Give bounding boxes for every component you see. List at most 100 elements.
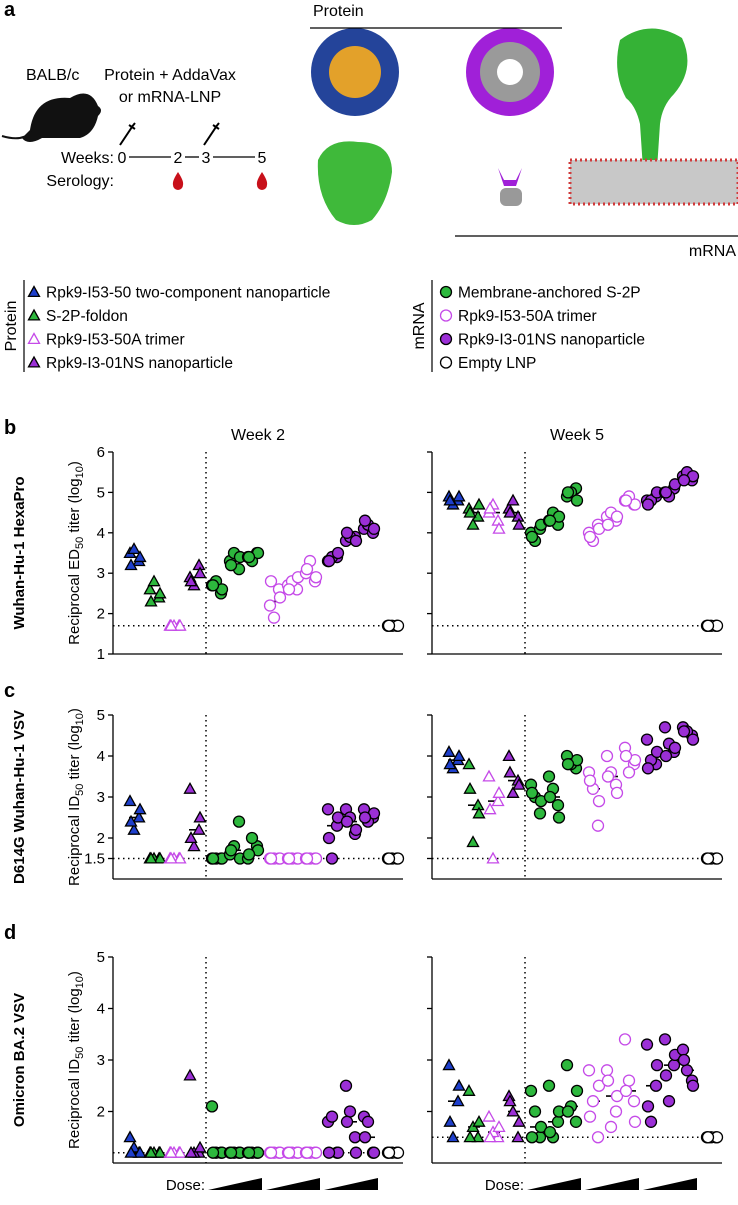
data-point [503,1094,517,1107]
data-point [442,1058,456,1071]
data-point [641,498,655,511]
data-point [309,571,323,584]
data-point [600,749,614,763]
data-point [206,852,220,865]
data-point [627,1095,641,1108]
chart-panel: Week 5 [427,427,722,655]
chart-title: Week 2 [231,427,285,444]
data-point [183,1068,197,1081]
data-point [512,1114,526,1127]
strain-label: BALB/c [26,67,79,84]
y-axis-label: Reciprocal ED50 titer (log10) [66,461,86,645]
y-axis-label-part: Reciprocal ID [66,796,83,886]
chart-panel: Dose: [427,956,722,1194]
data-point [641,1100,655,1113]
data-point [300,852,314,865]
legend-marker [439,356,453,369]
data-point [242,550,256,564]
data-point [367,522,381,535]
legend-marker [439,285,453,299]
data-point [601,1074,615,1087]
data-point [173,1145,187,1158]
data-point [466,517,480,530]
data-point [462,1084,476,1096]
data-point [506,786,520,798]
data-point [511,1130,525,1143]
syringe-icon [203,122,220,146]
data-point [123,1130,137,1143]
protein-structures [310,27,738,237]
data-point [492,786,506,798]
y-tick-label: 3 [97,789,105,806]
data-point [492,1120,506,1132]
data-point [452,1078,466,1091]
data-point [483,501,497,514]
data-point [143,582,157,595]
data-point [282,852,296,865]
y-axis-label: Reciprocal ID50 titer (log10) [66,971,86,1149]
legend-label: Empty LNP [458,355,536,372]
data-point [628,1115,642,1128]
data-point [543,1125,557,1139]
data-point [677,725,691,738]
data-point [361,1115,375,1128]
data-point [451,1094,465,1107]
data-point [525,786,539,800]
legend-marker [27,285,41,298]
data-point [503,765,517,778]
data-point [340,1115,354,1128]
membrane-spike-image [617,28,688,184]
panel-letter: a [4,0,16,21]
data-point [382,852,396,865]
data-point [124,1145,138,1158]
legend-label: Membrane-anchored S-2P [458,285,641,302]
legend-label: Rpk9-I3-01NS nanoparticle [46,355,233,372]
y-tick-label: 4 [97,525,105,542]
week-tick-label: 3 [202,150,211,167]
data-point [592,794,606,808]
data-point [325,852,339,865]
data-point [463,505,477,518]
data-point [583,774,597,787]
data-point [133,1145,147,1158]
data-point [491,794,505,807]
data-point [525,530,539,543]
chart-title: Week 5 [550,427,604,444]
data-point [124,814,138,827]
data-point [367,1146,381,1159]
data-point [206,579,220,592]
data-point [551,799,565,812]
legend-marker [27,355,41,368]
data-point [282,1146,296,1159]
data-point [242,1146,256,1159]
data-point [570,1084,584,1098]
data-point [472,1114,486,1127]
data-point [534,1120,548,1134]
data-point [591,1131,605,1144]
data-point [382,619,396,632]
data-point [609,1105,623,1118]
data-point [144,594,158,607]
data-point [349,1146,363,1159]
legend-marker [439,332,453,346]
y-tick-label: 6 [97,444,105,461]
dose-wedge [324,1178,378,1190]
data-point [322,554,336,568]
data-point [443,757,457,770]
data-point [503,505,517,518]
y-axis-label-part: Reciprocal ID [66,1059,83,1149]
data-point [483,1130,497,1143]
data-point [282,583,296,596]
data-point [184,1145,198,1158]
legend-label: S-2P-foldon [46,308,128,325]
data-point [144,851,158,864]
y-axis-label-part: titer (log [66,988,83,1046]
y-tick-label: 3 [97,1052,105,1069]
data-point [446,1130,460,1143]
data-point [300,563,314,576]
data-point [443,493,457,506]
data-point [224,558,238,572]
data-point [659,1069,673,1082]
data-point [242,848,256,861]
y-tick-label: 5 [97,949,105,966]
